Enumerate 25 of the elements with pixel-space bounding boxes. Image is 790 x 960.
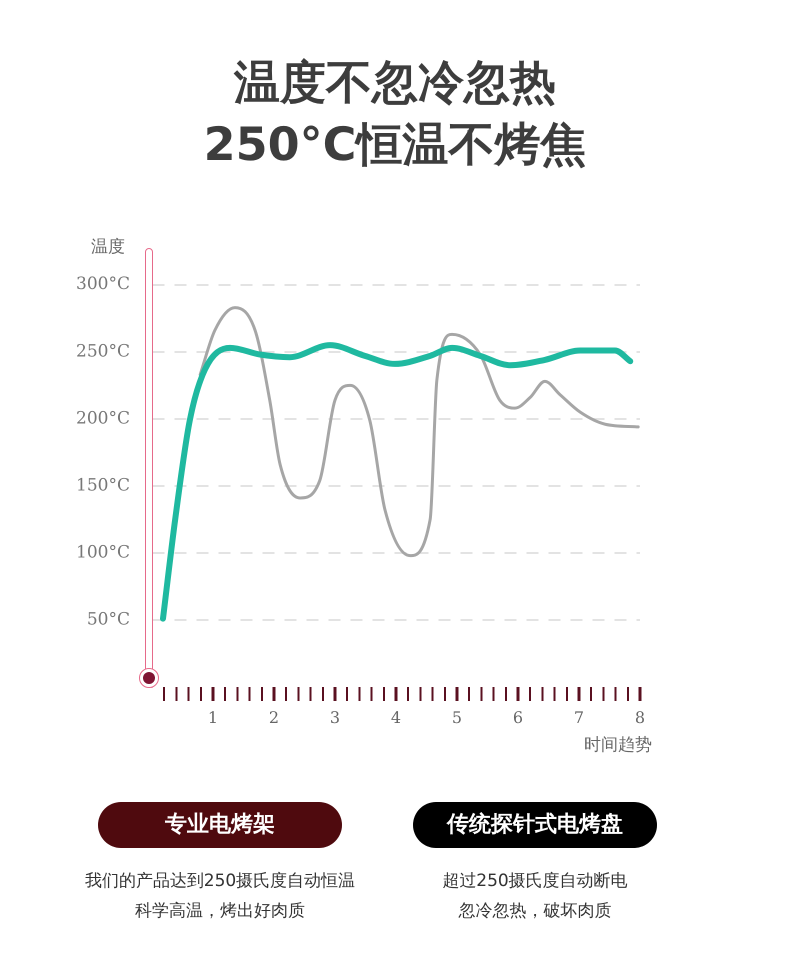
chart-title: 温度不忽冷忽热 — [232, 54, 557, 111]
text: 忽冷忽热，破坏肉质 — [458, 900, 612, 923]
text: 专业电烤架 — [98, 802, 342, 848]
text: 传统探针式电烤盘 — [413, 802, 657, 848]
y-tick-label: 250°C — [76, 341, 130, 362]
x-axis-title: 时间趋势 — [584, 735, 652, 755]
x-tick-label: 6 — [512, 708, 524, 727]
x-tick-label: 4 — [390, 708, 402, 727]
line-series — [198, 306, 640, 558]
x-tick-label: 1 — [208, 708, 218, 727]
y-tick-label: 50°C — [86, 609, 130, 630]
x-tick-label: 2 — [268, 708, 280, 727]
y-tick-label: 150°C — [76, 475, 130, 496]
text: 科学高温，烤出好肉质 — [134, 900, 306, 923]
x-tick-label: 3 — [330, 708, 340, 727]
y-tick-label: 100°C — [76, 542, 130, 562]
text: 超过250摄氏度自动断电 — [442, 871, 628, 891]
text: 我们的产品达到250摄氏度自动恒温 — [84, 870, 356, 893]
chart-subtitle: 250°C恒温不烤焦 — [202, 116, 588, 173]
y-axis-title: 温度 — [91, 237, 125, 257]
y-tick-label: 200°C — [76, 408, 130, 428]
x-tick-label: 7 — [574, 708, 584, 727]
x-tick-label: 8 — [634, 708, 646, 727]
y-tick-label: 300°C — [76, 274, 130, 294]
x-tick-label: 5 — [452, 708, 462, 727]
